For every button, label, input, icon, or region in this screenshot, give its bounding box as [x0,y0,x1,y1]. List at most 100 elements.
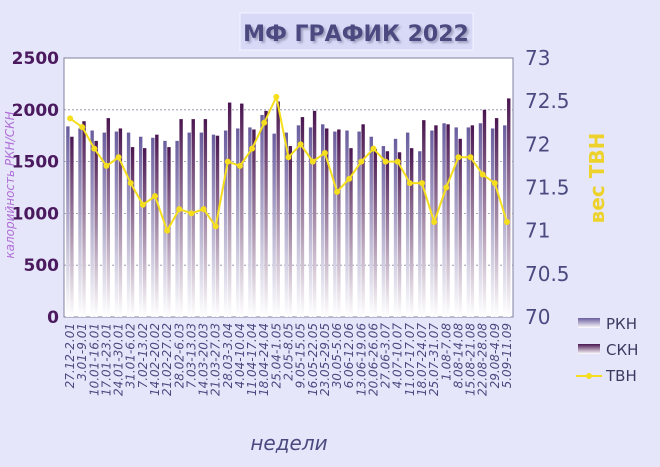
x-tick-label: 5.09-11.09 [500,323,514,388]
y-right-tick-label: 73 [525,46,550,70]
bar-skn [361,124,365,317]
bar-rkn [333,131,337,317]
bar-rkn [393,138,398,317]
bar-rkn [126,132,131,317]
x-tick-label: 24.01-30.01 [112,323,126,396]
tvn-point [382,158,389,165]
bar-skn [349,148,353,317]
x-tick-label: 30.05-5.06 [330,323,344,389]
bars [66,98,511,318]
bar-skn [458,138,462,317]
legend-label-tvn: ТВН [605,367,637,385]
bar-rkn [272,133,276,317]
y-left-tick-label: 1000 [12,204,59,224]
gridlines [64,109,513,266]
legend-label-rkn: РКН [606,315,637,333]
bar-skn [494,118,499,317]
bar-skn [409,148,414,317]
bar-rkn [466,127,471,317]
x-tick-label: 27.06-3.07 [379,323,393,389]
x-axis-ticks: 27.12-2.013.01-9.0110.01-16.0117.01-23.0… [63,323,514,396]
tvn-point [370,145,377,152]
bar-rkn [308,127,313,317]
bar-rkn [418,151,422,317]
x-tick-label: 28.02-6.03 [172,323,186,388]
bar-skn [179,119,183,318]
bar-rkn [114,131,119,317]
tvn-point [188,210,195,217]
bar-rkn [223,130,228,317]
y-right-tick-label: 70.5 [525,262,570,286]
x-tick-label: 1.08-7.08 [439,323,453,381]
tvn-point [358,158,365,165]
tvn-point [273,93,280,100]
x-tick-label: 22.08-28.08 [476,323,490,396]
x-tick-label: 13.06-19.06 [354,323,368,396]
bar-skn [203,119,208,318]
bar-skn [264,110,268,317]
bar-skn [397,152,402,317]
bar-rkn [296,125,301,317]
y-right-tick-label: 71 [525,219,550,243]
bar-rkn [478,123,483,317]
bar-rkn [405,132,410,317]
y-axis-left-label: калорийность РКН/СКН [3,111,17,258]
bar-skn [82,121,86,317]
x-tick-label: 21.03-27.03 [209,323,223,396]
bar-skn [227,102,232,317]
bar-skn [422,120,426,317]
tvn-point [212,223,219,230]
legend: РКН СКН ТВН [576,315,638,385]
tvn-point [115,154,122,161]
bar-rkn [151,137,155,317]
bar-skn [373,149,377,317]
tvn-point [346,175,353,182]
x-tick-label: 4.07-10.07 [391,323,405,389]
x-tick-label: 6.06-12.06 [342,323,356,389]
tvn-point [467,154,474,161]
y-left-tick-label: 500 [24,256,60,276]
tvn-point [103,162,110,169]
bar-skn [106,118,110,317]
bar-skn [288,146,293,317]
tvn-point [394,158,401,165]
x-tick-label: 27.12-2.01 [63,323,77,388]
tvn-point [431,219,438,226]
tvn-point [261,119,268,126]
tvn-point [321,149,328,156]
tvn-point [127,180,134,187]
y-axis-right-label: вес ТВН [585,133,609,224]
bar-skn [130,147,135,317]
y-left-tick-label: 2000 [12,101,59,121]
bar-skn [312,110,317,317]
tvn-point [224,158,231,165]
bar-skn [252,129,256,317]
tvn-point [176,206,183,213]
left-axis-ticks: 0 500 1000 1500 2000 2500 [12,49,59,328]
bar-skn [240,103,244,317]
tvn-point [334,188,341,195]
legend-swatch-rkn [578,318,600,328]
bar-rkn [454,127,458,317]
x-tick-label: 15.08-21.08 [464,323,478,396]
bar-rkn [490,128,495,317]
x-tick-label: 18.04-24.04 [257,323,271,396]
y-left-tick-label: 0 [47,308,59,328]
tvn-point [67,115,74,122]
bar-skn [482,109,487,317]
bar-skn [470,125,475,317]
x-tick-label: 31.01-6.02 [124,323,138,388]
x-tick-label: 29.08-4.09 [488,323,502,388]
bar-rkn [199,132,204,317]
legend-swatch-skn [578,344,600,354]
bar-rkn [345,130,349,317]
bar-rkn [187,132,191,317]
bar-skn [94,140,98,317]
tvn-point [297,141,304,148]
tvn-point [503,219,510,226]
bar-rkn [102,132,106,317]
legend-label-skn: СКН [606,341,638,359]
tvn-point [479,171,486,178]
tvn-point [406,180,413,187]
